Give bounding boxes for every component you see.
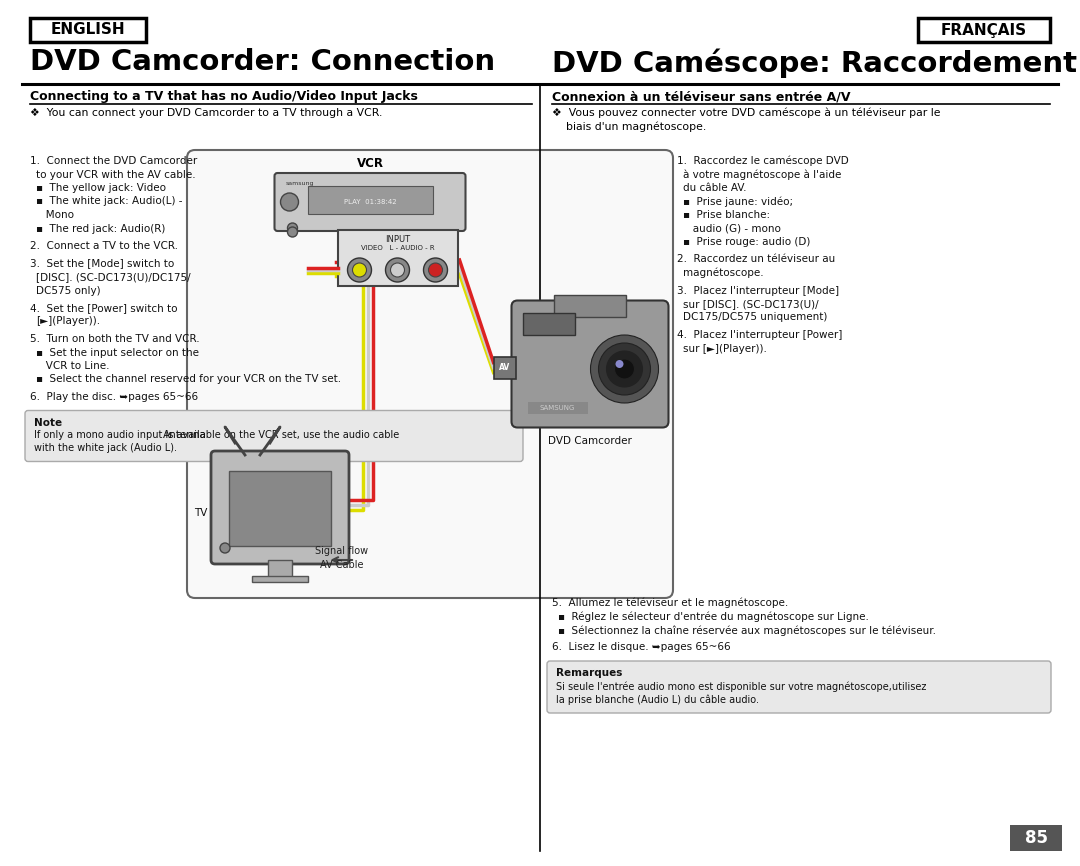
- FancyBboxPatch shape: [274, 173, 465, 231]
- Text: audio (G) - mono: audio (G) - mono: [683, 223, 781, 234]
- Text: 4.  Set the [Power] switch to: 4. Set the [Power] switch to: [30, 303, 177, 313]
- FancyBboxPatch shape: [25, 410, 523, 462]
- Circle shape: [615, 359, 635, 379]
- Bar: [918, 18, 1050, 42]
- Circle shape: [348, 258, 372, 282]
- Circle shape: [287, 223, 297, 233]
- Text: INPUT: INPUT: [384, 235, 410, 244]
- Text: à votre magnétoscope à l'aide: à votre magnétoscope à l'aide: [683, 170, 841, 180]
- Text: SAMSUNG: SAMSUNG: [540, 404, 576, 410]
- Text: 1.  Raccordez le caméscope DVD: 1. Raccordez le caméscope DVD: [677, 156, 849, 166]
- Text: sur [►](Player)).: sur [►](Player)).: [683, 344, 767, 353]
- Text: ❖  Vous pouvez connecter votre DVD caméscope à un téléviseur par le: ❖ Vous pouvez connecter votre DVD camésc…: [552, 108, 941, 119]
- Bar: [523, 313, 575, 334]
- Circle shape: [591, 335, 659, 403]
- FancyBboxPatch shape: [546, 661, 1051, 713]
- Text: DC575 only): DC575 only): [36, 286, 100, 295]
- Text: ▪  Réglez le sélecteur d'entrée du magnétoscope sur Ligne.: ▪ Réglez le sélecteur d'entrée du magnét…: [558, 611, 869, 622]
- Text: ENGLISH: ENGLISH: [51, 23, 125, 37]
- Text: DVD Caméscope: Raccordement: DVD Caméscope: Raccordement: [552, 48, 1077, 77]
- Bar: [527, 402, 588, 413]
- Text: 85: 85: [1025, 829, 1048, 847]
- Text: 4.  Placez l'interrupteur [Power]: 4. Placez l'interrupteur [Power]: [677, 330, 842, 340]
- Text: du câble AV.: du câble AV.: [683, 183, 746, 193]
- Text: VCR: VCR: [356, 157, 383, 170]
- Bar: [554, 294, 625, 316]
- Text: FRANÇAIS: FRANÇAIS: [941, 23, 1027, 37]
- Text: PLAY  01:38:42: PLAY 01:38:42: [343, 199, 396, 205]
- Text: AV Cable: AV Cable: [320, 560, 363, 570]
- Text: ▪  The yellow jack: Video: ▪ The yellow jack: Video: [36, 183, 166, 193]
- Circle shape: [607, 351, 643, 387]
- Text: DVD Camcorder: DVD Camcorder: [548, 436, 632, 445]
- Bar: [308, 186, 432, 214]
- Text: ▪  Set the input selector on the: ▪ Set the input selector on the: [36, 347, 199, 358]
- Text: Antenna: Antenna: [163, 430, 207, 440]
- Text: 6.  Play the disc. ➥pages 65~66: 6. Play the disc. ➥pages 65~66: [30, 392, 198, 402]
- Text: [►](Player)).: [►](Player)).: [36, 316, 100, 326]
- Text: AV: AV: [499, 363, 510, 372]
- Text: magnétoscope.: magnétoscope.: [683, 268, 764, 279]
- Text: Si seule l'entrée audio mono est disponible sur votre magnétoscope,utilisez
la p: Si seule l'entrée audio mono est disponi…: [556, 681, 927, 705]
- Circle shape: [616, 360, 623, 368]
- Circle shape: [391, 263, 405, 277]
- Text: ❖  You can connect your DVD Camcorder to a TV through a VCR.: ❖ You can connect your DVD Camcorder to …: [30, 108, 382, 118]
- Circle shape: [352, 263, 366, 277]
- Text: Remarques: Remarques: [556, 668, 622, 678]
- Text: Mono: Mono: [36, 210, 75, 220]
- Text: sur [DISC]. (SC-DC173(U)/: sur [DISC]. (SC-DC173(U)/: [683, 299, 819, 309]
- Text: to your VCR with the AV cable.: to your VCR with the AV cable.: [36, 170, 195, 179]
- Circle shape: [287, 227, 297, 237]
- Text: ▪  The white jack: Audio(L) -: ▪ The white jack: Audio(L) -: [36, 197, 183, 206]
- Text: 5.  Allumez le téléviseur et le magnétoscope.: 5. Allumez le téléviseur et le magnétosc…: [552, 598, 788, 609]
- Text: 6.  Lisez le disque. ➥pages 65~66: 6. Lisez le disque. ➥pages 65~66: [552, 643, 731, 652]
- Text: VCR to Line.: VCR to Line.: [36, 361, 109, 371]
- Text: 3.  Set the ⁠[Mode]⁠ switch to: 3. Set the ⁠[Mode]⁠ switch to: [30, 258, 174, 268]
- FancyBboxPatch shape: [187, 150, 673, 598]
- Text: Signal flow: Signal flow: [314, 546, 368, 556]
- Text: DC175/DC575 uniquement): DC175/DC575 uniquement): [683, 313, 827, 322]
- Circle shape: [423, 258, 447, 282]
- Text: [DISC]. (SC-DC173(U)/DC175/: [DISC]. (SC-DC173(U)/DC175/: [36, 272, 191, 282]
- Bar: [337, 230, 458, 286]
- Circle shape: [429, 263, 443, 277]
- Text: ▪  Sélectionnez la chaîne réservée aux magnétoscopes sur le téléviseur.: ▪ Sélectionnez la chaîne réservée aux ma…: [558, 625, 936, 636]
- Bar: [30, 18, 146, 42]
- Text: Connecting to a TV that has no Audio/Video Input Jacks: Connecting to a TV that has no Audio/Vid…: [30, 90, 418, 103]
- Circle shape: [281, 193, 298, 211]
- Bar: [494, 357, 515, 378]
- Text: 2.  Raccordez un téléviseur au: 2. Raccordez un téléviseur au: [677, 255, 835, 264]
- Text: If only a mono audio input is available on the VCR set, use the audio cable
with: If only a mono audio input is available …: [33, 430, 400, 453]
- Text: ▪  Prise jaune: vidéo;: ▪ Prise jaune: vidéo;: [683, 197, 793, 207]
- Circle shape: [220, 543, 230, 553]
- Circle shape: [386, 258, 409, 282]
- Text: 3.  Placez l'interrupteur [Mode]: 3. Placez l'interrupteur [Mode]: [677, 286, 839, 295]
- Text: ▪  Select the channel reserved for your VCR on the TV set.: ▪ Select the channel reserved for your V…: [36, 374, 341, 385]
- FancyBboxPatch shape: [512, 301, 669, 428]
- Text: VIDEO   L - AUDIO - R: VIDEO L - AUDIO - R: [361, 245, 434, 251]
- Text: 5.  Turn on both the TV and VCR.: 5. Turn on both the TV and VCR.: [30, 334, 200, 344]
- Text: ▪  The red jack: Audio(R): ▪ The red jack: Audio(R): [36, 223, 165, 234]
- Bar: [229, 471, 330, 546]
- Text: ▪  Prise blanche:: ▪ Prise blanche:: [683, 210, 770, 220]
- Bar: [252, 576, 308, 582]
- Text: samsung: samsung: [285, 181, 314, 186]
- Text: Note: Note: [33, 417, 63, 428]
- Text: ▪  Prise rouge: audio (D): ▪ Prise rouge: audio (D): [683, 237, 810, 247]
- Text: Connexion à un téléviseur sans entrée A/V: Connexion à un téléviseur sans entrée A/…: [552, 90, 851, 103]
- Text: 2.  Connect a TV to the VCR.: 2. Connect a TV to the VCR.: [30, 241, 178, 251]
- Text: 1.  Connect the DVD Camcorder: 1. Connect the DVD Camcorder: [30, 156, 198, 166]
- FancyBboxPatch shape: [211, 451, 349, 564]
- Circle shape: [598, 343, 650, 395]
- Bar: [268, 560, 292, 578]
- Bar: [1010, 825, 1062, 851]
- Text: biais d'un magnétoscope.: biais d'un magnétoscope.: [552, 122, 706, 132]
- Text: TV: TV: [193, 507, 207, 518]
- Text: DVD Camcorder: Connection: DVD Camcorder: Connection: [30, 48, 495, 76]
